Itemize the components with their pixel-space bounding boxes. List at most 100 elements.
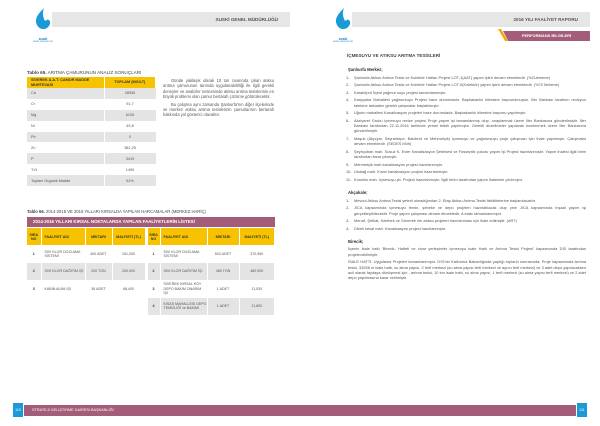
- value-cell: 382,25: [124, 145, 136, 150]
- list-item: 11- Konuklu mah. İçmesuyu şb. Projesi haz…: [346, 177, 586, 182]
- item-number: 1-: [346, 197, 350, 203]
- list-item: 8- Şeyhçoban mah. Susuz K. Evler Kanaliza…: [346, 149, 586, 160]
- left-text-column: Günde yaklaşık olarak 10 ton civarında ç…: [163, 78, 274, 118]
- list-item: 2- JICA kapsamında içmesuyu temin, şebeke…: [346, 205, 586, 216]
- logo-subtext: GENEL MÜDÜRLÜĞÜ: [332, 41, 354, 43]
- table65-caption: Tablo 65. ARITMA ÇAMURUNUN ANALİZ SONUÇL…: [27, 70, 142, 75]
- list-item: 1- Şanlıurfa Atıksu Arıtma Tesisi ve Kole…: [346, 75, 586, 80]
- tab-accent: [498, 29, 508, 41]
- item-number: 3-: [346, 218, 350, 224]
- parameter-cell: Mg: [27, 109, 105, 121]
- birecik-section: Birecik; İlçenin İsale hattı 'Birecik- H…: [346, 239, 586, 281]
- column-header: FAALİYET ADI: [160, 228, 208, 245]
- parameter-cell: Ni: [27, 120, 105, 132]
- column-header: SİVEREK A.A.T. ÇAMUR MADDE MUHTEVASI: [27, 77, 105, 88]
- table-row: Toplam Organik Madde 51%: [27, 175, 156, 187]
- table-row: 1 SIVI KLOR DOZLAMA SİSTEMİ 400 ADET 151,00…: [27, 245, 275, 263]
- section-tab: PERFORMANS BİLGİLERİ: [503, 31, 590, 41]
- section-heading: Şanlıurfa Merkez;: [348, 67, 383, 73]
- table-cell: [112, 297, 148, 315]
- table-cell: 2: [27, 262, 42, 280]
- table-cell: [41, 297, 86, 315]
- paragraph: İSALE HATTI: Uygulama Projeleri tamamlan…: [348, 259, 586, 281]
- left-header-bar: SUSKİ GENEL MÜDÜRLÜĞÜ: [52, 12, 290, 27]
- value-cell: 0: [104, 131, 156, 143]
- table65: SİVEREK A.A.T. ÇAMUR MADDE MUHTEVASI TOP…: [27, 77, 156, 187]
- item-text: Maşuk (Akpıyar, Seyrantepe, Batıkent ve …: [354, 136, 586, 147]
- item-text: Şanlıurfa Atıksu Arıtma Tesisi ve Kolekt…: [354, 82, 560, 88]
- table-cell: 68,400: [112, 280, 148, 298]
- table-cell: KABİN ALIMI İŞİ: [41, 280, 86, 298]
- item-number: 1-: [346, 74, 350, 80]
- page-number-left: 110: [13, 403, 23, 417]
- table-cell: [27, 297, 42, 315]
- table-cell: 11,530: [239, 280, 275, 298]
- column-header: SIRA NO: [146, 228, 161, 245]
- item-number: 2-: [346, 82, 350, 88]
- item-text: Mehmetçik mah kanalizasyon projesi hazır…: [354, 161, 444, 167]
- suski-logo: suski GENEL MÜDÜRLÜĞÜ: [28, 8, 58, 43]
- table-cell: 4: [146, 297, 161, 315]
- table-cell: 480,000: [239, 262, 275, 280]
- parameter-cell: Toplam Organik Madde: [27, 175, 105, 187]
- table-cell: SIVI KLOR DAĞITIM İŞİ: [160, 262, 208, 280]
- item-number: 2-: [346, 205, 350, 211]
- list-item: 7- Maşuk (Akpıyar, Seyrantepe, Batıkent v…: [346, 136, 586, 147]
- page-number-right: 111: [577, 403, 587, 417]
- item-text: Şeyhçoban mah. Susuz K. Evler Kanalizasy…: [354, 148, 586, 160]
- table-cell: SIVI KLOR DAĞITIM İŞİ: [41, 262, 86, 280]
- logo-subtext: GENEL MÜDÜRLÜĞÜ: [32, 41, 54, 43]
- parameter-cell: Cr: [27, 98, 105, 110]
- water-drop-logo-icon: [35, 8, 51, 30]
- section: Şanlıurfa Merkez; 1- Şanlıurfa Atıksu Arıt…: [346, 67, 586, 182]
- item-number: 8-: [346, 148, 350, 154]
- table-cell: 1: [27, 245, 42, 263]
- parameter-cell: Zn: [27, 142, 105, 154]
- list-item: 3- Karaköprü İlçesi yağmur suyu projesi t…: [346, 90, 586, 95]
- value-cell: 6105: [104, 109, 156, 121]
- paragraph: Günde yaklaşık olarak 10 ton civarında ç…: [163, 78, 274, 100]
- table-row: Cr 91,7: [27, 98, 156, 110]
- value-cell: 3419: [104, 153, 156, 165]
- table-cell: 2: [146, 262, 161, 280]
- item-text: Mevcut Atıksu Arıtma Tesisi yeterli olma…: [354, 197, 536, 203]
- table-cell: 36 ADET: [85, 280, 113, 298]
- table-cell: 400 ADET: [85, 245, 113, 263]
- item-text: Karaköprü İlçesi yağmur suyu projesi tam…: [354, 89, 447, 95]
- parameter-cell: Ca: [27, 88, 105, 99]
- right-content: İÇMESUYU VE ATIKSU ARITMA TESİSLERİ Şanl…: [346, 53, 586, 283]
- table66: SIRA NO FAALİYET ADI MİKTARI MALİYETİ (T…: [27, 228, 275, 315]
- item-number: 10-: [346, 169, 352, 175]
- table-cell: 1 ADET: [207, 280, 240, 298]
- item-number: 11-: [346, 177, 352, 183]
- item-text: Ulubağ mah. Kısmi kanalizasyon projesi h…: [354, 169, 449, 175]
- list-item: 6- Akziyaret Grubu içmesuyu revize projes…: [346, 118, 586, 134]
- table-cell: 200,000: [112, 262, 148, 280]
- logo-text: suski: [338, 37, 348, 41]
- table-row: Zn 382,25: [27, 142, 156, 154]
- suski-logo-right: suski GENEL MÜDÜRLÜĞÜ: [328, 8, 358, 43]
- paragraph: Bu çalışma aynı zamanda Şanlıurfa'nın di…: [163, 101, 274, 118]
- item-number: 4-: [346, 97, 350, 103]
- item-text: Menzil, Şefkat, Kelebek ve Günerek mh at…: [354, 218, 517, 224]
- list-item: 4- Karşıyaka Mahallesi yağmursuyu Projesi…: [346, 97, 586, 108]
- item-number: 5-: [346, 110, 350, 116]
- table-row: T-N 1490: [27, 164, 156, 176]
- column-header: SIRA NO: [27, 228, 42, 245]
- value-cell: 1490: [125, 167, 135, 172]
- table-row: Pb 0: [27, 131, 156, 143]
- table-cell: SIVI KLOR DOZLAMA SİSTEMİ: [41, 245, 86, 263]
- table-cell: 503 ADET: [207, 245, 240, 263]
- table-cell: 151,000: [112, 245, 148, 263]
- table-cell: 480 TON: [207, 262, 240, 280]
- table-cell: 370,960: [239, 245, 275, 263]
- item-text: Konuklu mah. İçmesuyu şb. Projesi hazırl…: [354, 177, 523, 183]
- table-cell: [85, 297, 113, 315]
- table-cell: 1: [146, 245, 161, 263]
- table-row: P 3419: [27, 153, 156, 165]
- table-row: Ni 49,8: [27, 120, 156, 132]
- table-cell: 3: [146, 280, 161, 298]
- table-header-row: SIRA NO FAALİYET ADI MİKTARI MALİYETİ (T…: [27, 228, 275, 245]
- table66-title-bar: 2014-2016 YILLARI KIRSAL NOKTALARDA YAPI…: [27, 217, 275, 227]
- column-header: MİKTARI: [207, 228, 240, 245]
